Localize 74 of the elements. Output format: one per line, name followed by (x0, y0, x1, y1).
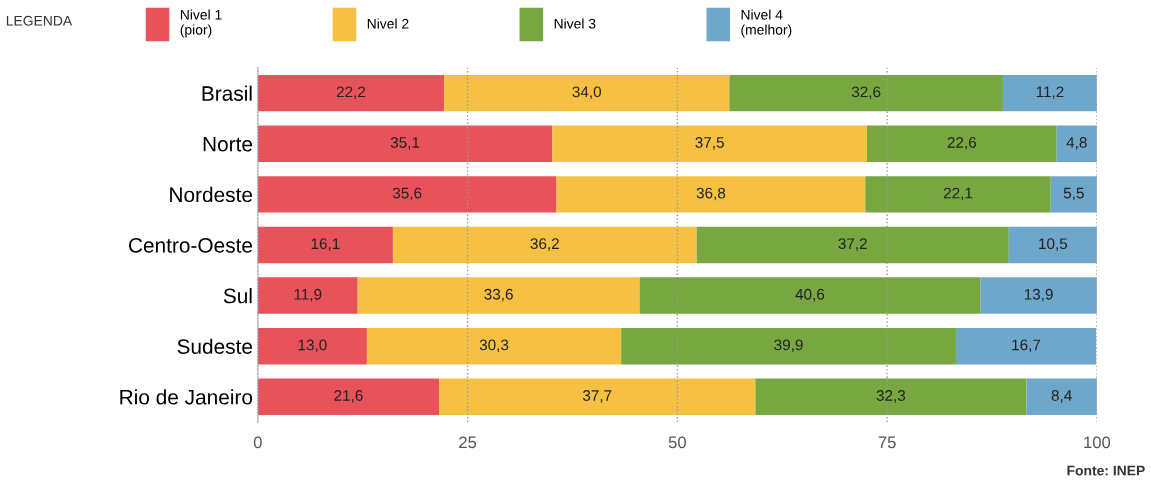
y-tick-label: Centro-Oeste (128, 237, 253, 253)
data-label: 32,3 (876, 390, 906, 403)
y-tick-label: Nordeste (170, 186, 253, 203)
legend-label: Nivel 1 (pior) (180, 9, 222, 38)
data-label: 8,4 (1051, 390, 1072, 403)
data-label: 35,1 (390, 137, 420, 150)
x-tick-label: 0 (253, 436, 262, 449)
bar (257, 378, 440, 416)
bar (257, 176, 557, 213)
data-label: 13,9 (1024, 288, 1053, 302)
y-tick-label: Brasil (202, 85, 252, 101)
bar (257, 226, 393, 264)
bar (257, 74, 445, 112)
bar (556, 176, 866, 213)
bar (439, 378, 756, 416)
bar (621, 327, 956, 365)
data-label: 13,0 (298, 339, 327, 353)
data-label: 37,7 (582, 390, 612, 403)
data-label: 22,2 (336, 86, 366, 100)
legend-title: LEGENDA (6, 15, 73, 26)
bar (980, 277, 1097, 314)
data-label: 11,2 (1036, 86, 1064, 100)
data-label: 34,0 (572, 86, 602, 100)
y-tick-label: Sul (223, 288, 252, 304)
data-label: 10,5 (1039, 238, 1068, 251)
bar (755, 378, 1027, 416)
bar (357, 277, 640, 314)
legend-label: Nivel 2 (367, 18, 409, 29)
data-label: 21,6 (334, 390, 363, 403)
x-tick-label: 50 (668, 436, 686, 449)
y-tick-label: Norte (203, 136, 253, 152)
bar (729, 74, 1003, 112)
bar (444, 74, 730, 112)
x-tick-label: 100 (1084, 436, 1111, 449)
bar (1056, 125, 1097, 162)
bar (865, 176, 1051, 213)
bar (1002, 74, 1097, 112)
bar (552, 125, 867, 162)
data-label: 32,6 (851, 86, 881, 100)
data-label: 30,3 (479, 339, 509, 353)
bar (1050, 176, 1097, 213)
x-tick-label: 75 (878, 436, 896, 449)
data-label: 40,6 (795, 288, 825, 302)
source-note: Fonte: INEP (1067, 465, 1145, 476)
bar (366, 327, 622, 365)
bar (1026, 378, 1097, 416)
data-label: 16,1 (311, 238, 340, 251)
data-label: 4,8 (1066, 137, 1087, 150)
bar (1008, 226, 1097, 264)
bar (867, 125, 1057, 162)
data-label: 36,8 (696, 187, 726, 201)
bar (955, 327, 1097, 365)
bar (639, 277, 981, 314)
y-tick-label: Rio de Janeiro (120, 389, 253, 405)
bar (257, 277, 358, 314)
data-label: 36,2 (530, 238, 559, 251)
data-label: 35,6 (392, 187, 422, 201)
legend-label: Nivel 4 (melhor) (741, 9, 792, 38)
data-label: 37,2 (838, 238, 867, 251)
x-tick-label: 25 (459, 436, 477, 449)
data-label: 22,6 (947, 137, 977, 150)
data-label: 5,5 (1063, 187, 1084, 201)
legend-label: Nivel 3 (554, 18, 596, 29)
data-label: 22,1 (943, 187, 973, 201)
bar (696, 226, 1009, 264)
data-label: 37,5 (695, 137, 724, 150)
data-label: 39,9 (774, 339, 803, 353)
data-label: 16,7 (1012, 339, 1041, 353)
bar (257, 125, 553, 162)
bar (257, 327, 367, 365)
data-label: 11,9 (294, 288, 322, 302)
bar (392, 226, 697, 264)
y-tick-label: Sudeste (177, 338, 253, 354)
data-label: 33,6 (484, 288, 513, 302)
